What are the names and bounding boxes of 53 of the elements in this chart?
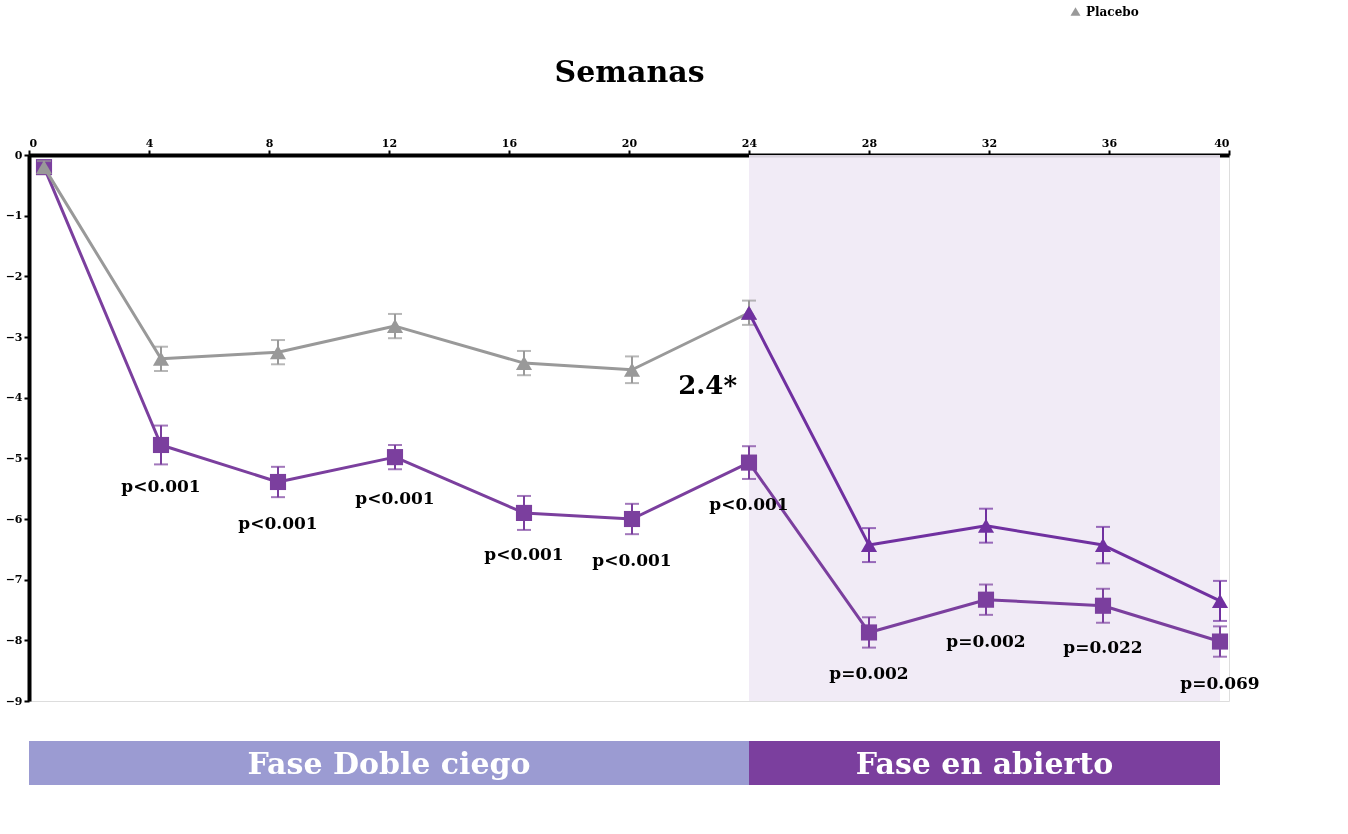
- point: [1211, 633, 1229, 650]
- x-tick-label: 4: [145, 136, 154, 150]
- x-tick-label: 12: [381, 136, 398, 150]
- annotation: p<0.001: [592, 550, 672, 570]
- y-tick-label: −9: [5, 694, 23, 708]
- annotation: p=0.069: [1180, 672, 1260, 693]
- y-tick-label: −3: [5, 330, 23, 344]
- x-tick-label: 28: [861, 136, 878, 150]
- point: [1094, 538, 1112, 553]
- y-tick-label: −8: [5, 633, 23, 647]
- point: [386, 319, 404, 334]
- text: Fase Doble ciego: [247, 746, 531, 781]
- annotation: p=0.002: [946, 630, 1026, 651]
- y-tick-label: −1: [5, 209, 23, 223]
- point: [860, 538, 878, 553]
- point: [977, 518, 995, 533]
- point: [269, 473, 287, 491]
- x-tick-label: 16: [501, 136, 518, 150]
- annotation: p=0.002: [829, 663, 909, 684]
- annotation: p<0.001: [121, 475, 201, 496]
- x-tick-label: 40: [1214, 136, 1230, 150]
- legend-label: Placebo: [1086, 4, 1139, 19]
- x-tick-label: 24: [741, 136, 758, 150]
- point: [152, 351, 170, 366]
- x-tick-label: 36: [1101, 136, 1118, 150]
- y-tick-label: 0: [14, 148, 23, 162]
- x-tick-label: 8: [265, 136, 274, 150]
- y-tick-label: −5: [5, 451, 23, 465]
- annotation: 2.4*: [678, 369, 738, 400]
- point: [860, 624, 878, 641]
- y-tick-label: −6: [5, 512, 23, 526]
- point: [269, 345, 287, 360]
- point: [1094, 597, 1112, 614]
- x-tick-label: 32: [981, 136, 998, 150]
- y-tick-label: −2: [5, 269, 23, 283]
- x-axis-title: Semanas: [554, 53, 705, 89]
- annotation: p<0.001: [484, 543, 564, 564]
- y-tick-label: −4: [5, 391, 23, 405]
- annotation: p<0.001: [355, 488, 435, 509]
- point: [977, 591, 995, 608]
- x-tick-label: 20: [621, 136, 638, 150]
- point: [740, 454, 758, 471]
- point: [152, 436, 170, 454]
- annotation: p<0.001: [238, 512, 318, 533]
- point: [515, 504, 533, 521]
- y-tick-label: −7: [5, 573, 23, 587]
- text: Fase en abierto: [855, 746, 1114, 781]
- annotation: p=0.022: [1063, 636, 1143, 657]
- x-tick-label: 0: [29, 136, 38, 150]
- point: [515, 356, 533, 371]
- point: [623, 510, 641, 528]
- point: [386, 449, 404, 466]
- point: [623, 362, 641, 377]
